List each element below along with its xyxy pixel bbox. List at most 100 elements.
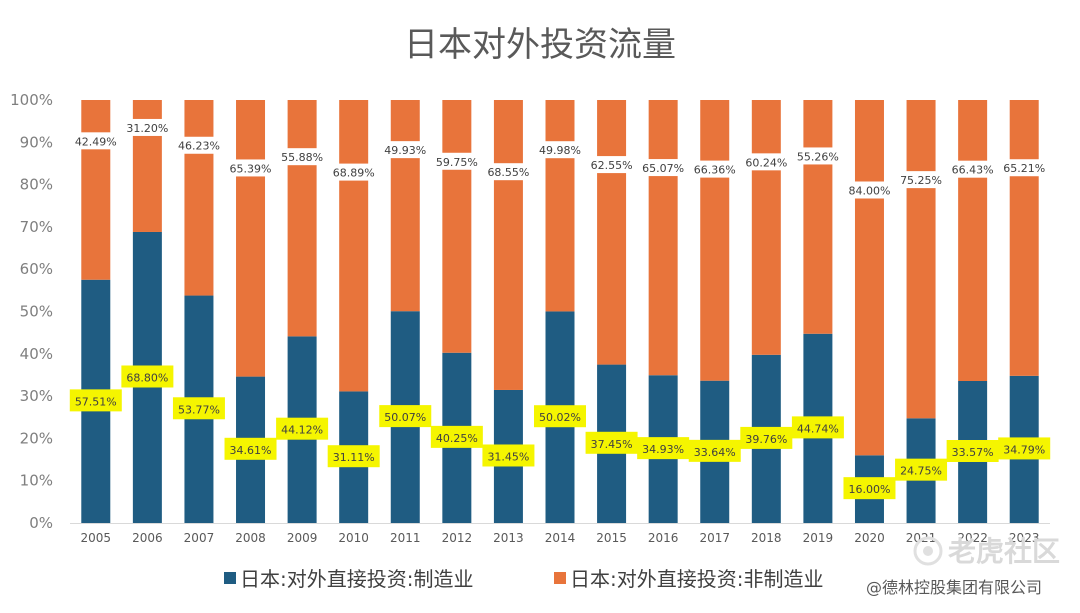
- y-tick-label: 60%: [20, 260, 53, 278]
- x-tick-label: 2017: [699, 531, 730, 545]
- data-label-manufacturing: 44.12%: [276, 417, 329, 440]
- data-label-highlight: [172, 397, 225, 420]
- bar-non-manufacturing: [287, 100, 317, 337]
- x-tick-label: 2008: [235, 531, 266, 545]
- data-label-highlight: [637, 437, 690, 460]
- data-label-non-manufacturing: 42.49%: [71, 132, 120, 150]
- data-label-non-manufacturing: 68.55%: [484, 163, 533, 181]
- data-label-bg: [742, 153, 791, 171]
- data-label-manufacturing: 53.77%: [172, 397, 225, 420]
- data-label-text: 34.61%: [230, 444, 272, 457]
- x-tick-label: 2021: [906, 531, 937, 545]
- data-label-bg: [484, 163, 533, 181]
- data-label-text: 68.55%: [487, 166, 529, 179]
- data-label-manufacturing: 33.64%: [688, 439, 741, 462]
- data-label-highlight: [430, 425, 483, 448]
- x-axis: 2005 2006 2007 2008 2009 2010 2011 2012 2013 2014…: [81, 531, 1040, 545]
- y-axis: 0% 10% 20% 30% 40% 50% 60% 70% 80% 90% 100%: [10, 91, 1050, 532]
- data-label-bg: [381, 141, 430, 159]
- data-label-manufacturing: 50.07%: [379, 405, 432, 428]
- data-label-text: 16.00%: [848, 483, 890, 496]
- data-label-text: 49.98%: [539, 144, 581, 157]
- data-label-text: 55.88%: [281, 151, 323, 164]
- data-label-non-manufacturing: 49.98%: [536, 141, 584, 159]
- data-label-highlight: [534, 405, 586, 428]
- data-label-text: 84.00%: [848, 184, 890, 197]
- data-label-bg: [948, 160, 997, 178]
- data-label-bg: [123, 118, 172, 136]
- data-label-manufacturing: 31.45%: [482, 444, 535, 467]
- data-label-highlight: [585, 431, 638, 454]
- data-label-highlight: [379, 405, 432, 428]
- legend: 日本:对外直接投资:制造业 日本:对外直接投资:非制造业: [224, 567, 823, 591]
- data-label-manufacturing: 57.51%: [69, 389, 122, 412]
- data-label-bg: [845, 181, 894, 199]
- data-label-non-manufacturing: 68.89%: [329, 163, 378, 181]
- chart-title: 日本对外投资流量: [404, 25, 676, 65]
- data-label-bg: [71, 132, 120, 150]
- data-label-text: 57.51%: [75, 395, 117, 408]
- data-label-highlight: [791, 416, 844, 439]
- data-label-highlight: [740, 426, 793, 449]
- data-label-text: 53.77%: [178, 403, 220, 416]
- data-label-bg: [432, 152, 481, 170]
- y-tick-label: 50%: [20, 303, 53, 321]
- data-label-text: 34.93%: [642, 443, 684, 456]
- watermark: 老虎社区 @德林控股集团有限公司: [866, 535, 1060, 597]
- data-label-non-manufacturing: 46.23%: [174, 136, 223, 154]
- x-tick-label: 2007: [184, 531, 215, 545]
- y-tick-label: 30%: [20, 387, 53, 405]
- data-label-text: 66.43%: [952, 164, 994, 177]
- data-label-text: 50.07%: [384, 411, 426, 424]
- x-tick-label: 2015: [596, 531, 627, 545]
- data-label-non-manufacturing: 75.25%: [897, 171, 946, 189]
- data-label-text: 39.76%: [745, 433, 787, 446]
- y-tick-label: 0%: [29, 514, 53, 532]
- data-label-text: 33.57%: [952, 446, 994, 459]
- bar-non-manufacturing: [390, 100, 420, 312]
- data-label-highlight: [224, 437, 277, 460]
- data-label-text: 65.07%: [642, 162, 684, 175]
- data-label-manufacturing: 16.00%: [843, 477, 896, 500]
- legend-item-manufacturing[interactable]: 日本:对外直接投资:制造业: [224, 567, 473, 591]
- data-label-bg: [329, 163, 378, 181]
- data-label-highlight: [688, 439, 741, 462]
- data-label-text: 65.21%: [1003, 162, 1045, 175]
- data-label-manufacturing: 24.75%: [895, 458, 948, 481]
- data-label-text: 42.49%: [75, 135, 117, 148]
- data-label-text: 62.55%: [591, 159, 633, 172]
- data-label-bg: [897, 171, 946, 189]
- x-tick-label: 2009: [287, 531, 318, 545]
- data-label-bg: [226, 159, 275, 177]
- data-label-highlight: [843, 477, 896, 500]
- data-label-non-manufacturing: 66.43%: [948, 160, 997, 178]
- data-label-bg: [1000, 159, 1049, 177]
- y-tick-label: 70%: [20, 218, 53, 236]
- watermark-copyright: @德林控股集团有限公司: [866, 578, 1042, 597]
- data-label-highlight: [946, 439, 999, 462]
- data-label-text: 55.26%: [797, 150, 839, 163]
- data-label-manufacturing: 34.61%: [224, 437, 277, 460]
- legend-item-non-manufacturing[interactable]: 日本:对外直接投资:非制造业: [554, 567, 823, 591]
- bar-non-manufacturing: [493, 100, 523, 390]
- data-label-non-manufacturing: 62.55%: [587, 156, 636, 174]
- data-label-manufacturing: 34.79%: [998, 437, 1051, 460]
- bar-non-manufacturing: [648, 100, 678, 376]
- data-label-text: 31.11%: [333, 451, 375, 464]
- bar-non-manufacturing: [597, 100, 627, 365]
- data-label-highlight: [121, 365, 174, 388]
- x-tick-label: 2016: [648, 531, 679, 545]
- bar-non-manufacturing: [545, 100, 575, 312]
- data-label-text: 31.45%: [487, 450, 529, 463]
- data-label-manufacturing: 40.25%: [430, 425, 483, 448]
- legend-label-manufacturing: 日本:对外直接投资:制造业: [240, 567, 473, 591]
- data-label-text: 24.75%: [900, 465, 942, 478]
- data-label-non-manufacturing: 59.75%: [432, 152, 481, 170]
- data-label-text: 75.25%: [900, 174, 942, 187]
- data-label-bg: [587, 156, 636, 174]
- data-label-highlight: [482, 444, 535, 467]
- data-label-highlight: [69, 389, 122, 412]
- data-label-non-manufacturing: 65.07%: [639, 159, 688, 177]
- data-label-non-manufacturing: 84.00%: [845, 181, 894, 199]
